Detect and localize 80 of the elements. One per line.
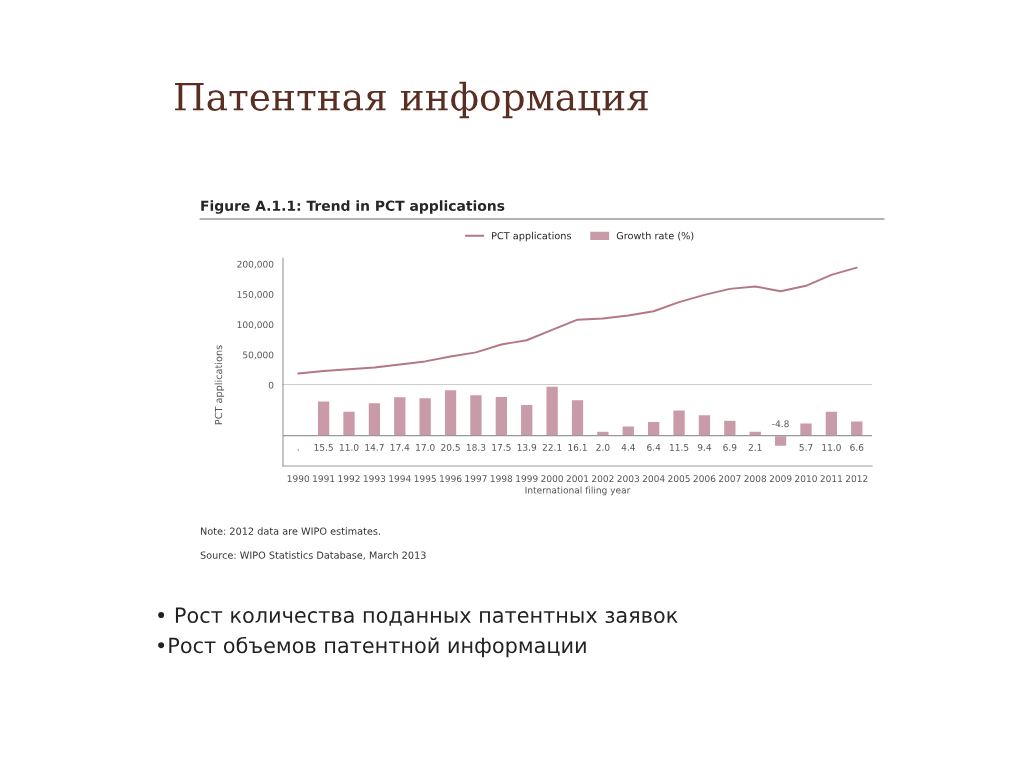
- data-label: 14.7: [365, 444, 384, 451]
- x-tick-label: 1996: [440, 475, 462, 483]
- bar: [570, 398, 585, 437]
- data-label: 6.9: [723, 443, 737, 451]
- data-label: 17.5: [492, 444, 511, 451]
- y-axis-title: PCT applications: [214, 345, 225, 425]
- text: • Рост количества поданных патентных заявок: [158, 607, 678, 626]
- x-tick-label: 2001: [566, 475, 589, 483]
- x-tick-label: 1999: [516, 475, 538, 483]
- bar: [494, 395, 509, 437]
- bar: [672, 409, 687, 437]
- data-label: 17.4: [390, 444, 410, 451]
- x-tick-label: 2005: [668, 475, 690, 483]
- data-label: 13.9: [517, 443, 537, 451]
- x-tick-label: 2007: [719, 475, 741, 483]
- data-label: 5.7: [799, 444, 813, 451]
- data-label: 15.5: [314, 444, 333, 451]
- x-tick-label: 2002: [592, 475, 614, 483]
- x-tick-label: 2008: [744, 475, 767, 483]
- x-tick-label: 2006: [693, 475, 716, 483]
- legend-label: PCT applications: [492, 231, 572, 242]
- bar: [341, 410, 357, 437]
- y-tick-label: 150,000: [237, 291, 274, 299]
- chart-title: Патентная информация: [175, 81, 648, 119]
- bar: [468, 393, 483, 437]
- data-label: 22.1: [542, 443, 562, 451]
- bar: [545, 385, 560, 437]
- data-label: 4.4: [621, 444, 635, 451]
- data-label: 2.0: [596, 443, 610, 451]
- x-tick-label: 1997: [465, 475, 487, 483]
- data-label: 20.5: [441, 443, 460, 451]
- data-label: 11.0: [822, 443, 841, 451]
- bar: [519, 403, 534, 437]
- bar: [697, 413, 712, 437]
- bar: [722, 419, 737, 437]
- x-tick-label: 2012: [845, 475, 868, 483]
- x-tick-label: 2004: [642, 475, 665, 483]
- y-tick-label: 50,000: [243, 351, 274, 360]
- x-tick-label: 2003: [617, 475, 640, 483]
- bar: [443, 388, 458, 437]
- bar: [392, 395, 407, 437]
- bar: [849, 420, 864, 437]
- y-tick-label: 200,000: [237, 260, 274, 269]
- x-tick-label: 1994: [389, 475, 411, 483]
- data-label: 9.4: [697, 443, 712, 451]
- bar: [824, 410, 839, 437]
- x-tick-label: 1990: [287, 475, 310, 483]
- x-tick-label: 2009: [769, 475, 792, 483]
- legend-label: Growth rate (%): [616, 231, 694, 241]
- text: Note: 2012 data are WIPO estimates.: [200, 527, 380, 535]
- x-axis-title: International filing year: [525, 486, 631, 496]
- source-note: Source: WIPO Statistics Database, March 2013: [200, 551, 426, 560]
- data-label: 6.4: [647, 443, 661, 451]
- x-tick-label: 1998: [490, 475, 513, 483]
- data-label: 11.0: [339, 443, 359, 451]
- bar: [773, 434, 788, 448]
- data-label: 17.0: [416, 443, 435, 451]
- data-label: 16.1: [568, 443, 587, 451]
- line-series: [297, 266, 858, 375]
- data-label: 11.5: [669, 444, 689, 451]
- data-label: 6.6: [850, 443, 864, 451]
- data-label: 2.1: [748, 443, 762, 451]
- data-label: -4.8: [772, 420, 789, 428]
- bar: [316, 400, 331, 437]
- text: •Рост объемов патентной информации: [158, 636, 586, 658]
- bar: [798, 422, 814, 437]
- x-tick-label: 1992: [338, 475, 360, 483]
- x-tick-label: 2010: [795, 475, 817, 483]
- chart-subtitle: Figure A.1.1: Trend in PCT applications: [201, 200, 505, 214]
- text: .: [297, 449, 299, 451]
- bar: [367, 401, 382, 437]
- data-label: 18.3: [466, 443, 486, 451]
- x-tick-label: 2011: [820, 475, 843, 483]
- y-tick-label: 100,000: [237, 321, 274, 329]
- bar: [418, 396, 433, 437]
- x-tick-label: 2000: [541, 475, 563, 483]
- x-tick-label: 1991: [313, 475, 335, 483]
- x-tick-label: 1993: [363, 475, 386, 483]
- x-tick-label: 1995: [414, 475, 436, 483]
- y-tick-label: 0: [268, 381, 274, 389]
